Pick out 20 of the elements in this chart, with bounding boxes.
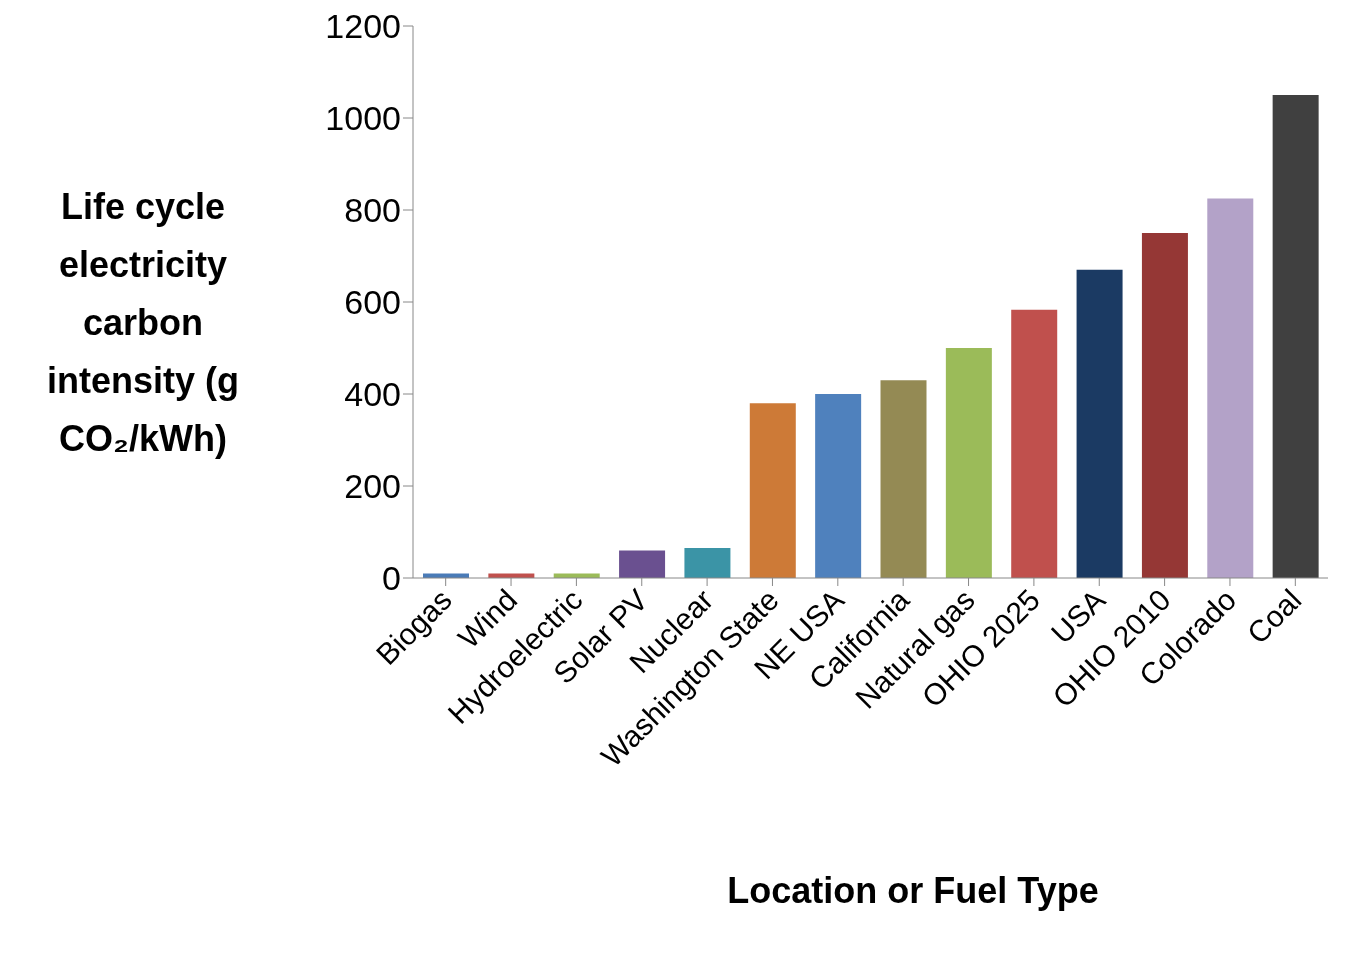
y-tick-label: 800 <box>344 191 401 230</box>
bar <box>1141 233 1188 578</box>
bar <box>749 403 796 578</box>
y-tick-label: 600 <box>344 283 401 322</box>
y-tick-label: 400 <box>344 375 401 414</box>
x-axis-title: Location or Fuel Type <box>726 870 1100 912</box>
y-tick-label: 1200 <box>325 7 401 46</box>
bar <box>1011 309 1058 578</box>
bar <box>619 550 666 578</box>
bar <box>1207 198 1254 578</box>
bar <box>1076 269 1123 578</box>
bar <box>815 394 862 578</box>
bar <box>684 548 731 578</box>
bar <box>880 380 927 578</box>
y-tick-label: 200 <box>344 467 401 506</box>
bar <box>1272 95 1319 578</box>
bar <box>945 348 992 578</box>
y-tick-label: 0 <box>382 559 401 598</box>
y-tick-label: 1000 <box>325 99 401 138</box>
y-axis-title: Life cycle electricity carbon intensity (g CO₂/kWh) <box>46 185 240 461</box>
